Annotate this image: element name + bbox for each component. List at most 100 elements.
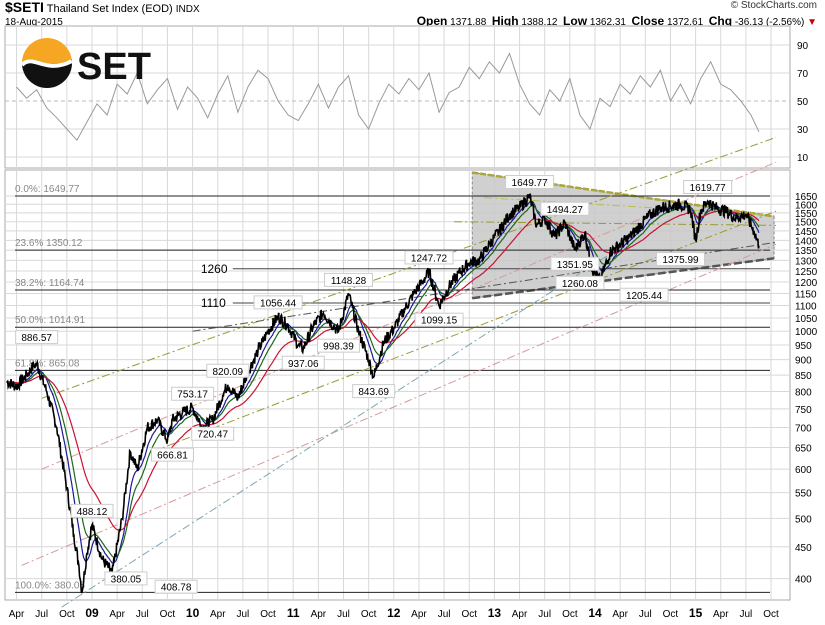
set-logo: SET bbox=[22, 37, 172, 89]
x-tick-label: 13 bbox=[488, 606, 502, 620]
annotation-label: 380.05 bbox=[111, 574, 142, 585]
logo-text: SET bbox=[77, 46, 151, 88]
price-tick-label: 550 bbox=[795, 489, 812, 500]
high-value: 1388.12 bbox=[521, 17, 558, 28]
triangle-bottom-line bbox=[472, 257, 775, 300]
price-tick-label: 700 bbox=[795, 424, 812, 435]
price-annotation: 666.81 bbox=[150, 447, 194, 462]
x-tick-label: Oct bbox=[260, 609, 276, 620]
price-line bbox=[6, 193, 760, 594]
open-value: 1371.88 bbox=[450, 17, 487, 28]
x-tick-label: Oct bbox=[461, 609, 477, 620]
x-tick-label: Jul bbox=[639, 609, 652, 620]
price-annotation: 488.12 bbox=[70, 503, 114, 518]
fib-label: 50.0%: 1014.91 bbox=[15, 315, 85, 326]
price-annotation: 753.17 bbox=[171, 386, 215, 401]
open-label: Open bbox=[416, 14, 448, 28]
price-annotation: 1649.77 bbox=[505, 175, 555, 190]
fib-label: 38.2%: 1164.74 bbox=[15, 278, 85, 289]
x-tick-label: Jul bbox=[35, 609, 48, 620]
price-tick-label: 1600 bbox=[795, 200, 818, 211]
fib-label: 61.8%: 865.08 bbox=[15, 358, 80, 369]
annotation-box bbox=[404, 250, 454, 265]
annotation-label: 998.39 bbox=[323, 342, 354, 353]
price-tick-label: 400 bbox=[795, 575, 812, 586]
chg-value: -36.13 (-2.56%) bbox=[734, 17, 805, 28]
price-annotation: 1205.44 bbox=[619, 287, 669, 302]
price-tick-label: 650 bbox=[795, 444, 812, 455]
x-tick-label: Apr bbox=[612, 609, 628, 620]
annotation-label: 1056.44 bbox=[260, 298, 297, 309]
price-annotation: 1351.95 bbox=[550, 256, 600, 271]
price-tick-label: 1100 bbox=[795, 301, 817, 312]
annotation-label: 886.57 bbox=[21, 333, 52, 344]
x-tick-label: Apr bbox=[109, 609, 125, 620]
annotation-label: 1205.44 bbox=[626, 291, 663, 302]
index-name: Thailand Set Index (EOD) bbox=[46, 3, 173, 15]
chart-date: 18-Aug-2015 bbox=[5, 17, 63, 28]
annotation-box bbox=[414, 312, 464, 327]
annotation-box bbox=[352, 384, 396, 399]
trendline bbox=[41, 136, 777, 399]
price-annotation: 408.78 bbox=[154, 579, 198, 594]
price-tick-label: 900 bbox=[795, 356, 812, 367]
price-tick-label: 1150 bbox=[795, 289, 817, 300]
annotation-label: 820.09 bbox=[213, 367, 244, 378]
annotation-box bbox=[281, 355, 325, 370]
price-tick-label: 450 bbox=[795, 543, 812, 554]
rsi-tick-label: 10 bbox=[797, 153, 809, 164]
annotation-label: 843.69 bbox=[358, 387, 389, 398]
rsi-tick-label: 30 bbox=[797, 125, 809, 136]
annotation-label: 1247.72 bbox=[411, 253, 448, 264]
price-annotation: 1260.08 bbox=[555, 275, 605, 290]
annotation-label: 408.78 bbox=[161, 583, 192, 594]
price-tick-label: 1550 bbox=[795, 209, 818, 220]
rsi-tick-label: 50 bbox=[797, 97, 809, 108]
price-tick-label: 1000 bbox=[795, 327, 818, 338]
x-tick-label: Oct bbox=[562, 609, 578, 620]
close-value: 1372.61 bbox=[667, 17, 704, 28]
annotation-box bbox=[324, 272, 374, 287]
annotation-label: 1619.77 bbox=[690, 183, 727, 194]
annotation-label: 1375.99 bbox=[662, 255, 699, 266]
annotation-box bbox=[555, 275, 605, 290]
level-label: 1260 bbox=[201, 262, 228, 276]
price-annotation: 380.05 bbox=[104, 571, 148, 586]
fib-label: 0.0%: 1649.77 bbox=[15, 184, 80, 195]
annotation-label: 1099.15 bbox=[421, 316, 458, 327]
x-tick-label: Jul bbox=[237, 609, 250, 620]
annotation-box bbox=[171, 386, 215, 401]
annotation-box bbox=[70, 503, 114, 518]
price-annotation: 1494.27 bbox=[540, 201, 590, 216]
price-annotation: 1099.15 bbox=[414, 312, 464, 327]
annotation-box bbox=[619, 287, 669, 302]
price-tick-label: 800 bbox=[795, 387, 812, 398]
rsi-tick-label: 70 bbox=[797, 69, 809, 80]
x-tick-label: Oct bbox=[361, 609, 377, 620]
x-tick-label: Apr bbox=[713, 609, 729, 620]
price-annotation: 720.47 bbox=[191, 426, 235, 441]
annotation-box bbox=[540, 201, 590, 216]
symbol: $SETI bbox=[5, 0, 44, 15]
annotation-box bbox=[683, 179, 733, 194]
rsi-tick-label: 90 bbox=[797, 41, 809, 52]
fib-label: 23.6% 1350.12 bbox=[15, 238, 83, 249]
price-annotation: 937.06 bbox=[281, 355, 325, 370]
price-annotation: 1619.77 bbox=[683, 179, 733, 194]
x-tick-label: Oct bbox=[663, 609, 679, 620]
x-tick-label: 09 bbox=[85, 606, 99, 620]
low-label: Low bbox=[563, 14, 588, 28]
annotation-box bbox=[505, 175, 555, 190]
price-tick-label: 1300 bbox=[795, 256, 818, 267]
x-tick-label: 12 bbox=[387, 606, 401, 620]
annotation-box bbox=[154, 579, 198, 594]
x-tick-label: Oct bbox=[59, 609, 75, 620]
annotation-label: 937.06 bbox=[288, 359, 319, 370]
annotation-label: 1260.08 bbox=[562, 279, 599, 290]
price-annotation: 1375.99 bbox=[656, 252, 706, 266]
rsi-line bbox=[16, 52, 760, 142]
price-annotation: 1148.28 bbox=[324, 272, 374, 287]
x-tick-label: Jul bbox=[337, 609, 350, 620]
price-tick-label: 1500 bbox=[795, 218, 818, 229]
